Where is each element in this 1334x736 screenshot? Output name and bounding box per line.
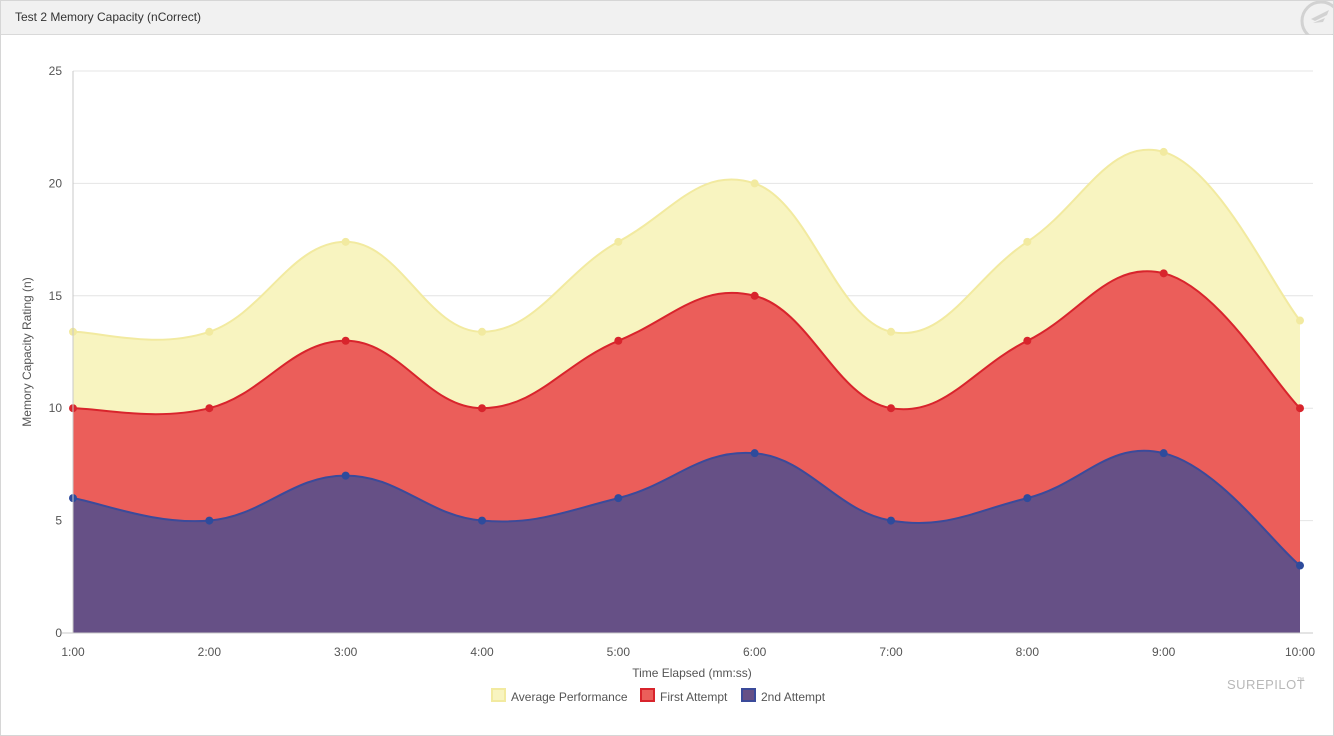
average-performance-point[interactable] bbox=[750, 179, 759, 188]
legend: Average Performance First Attempt 2nd Atte… bbox=[491, 688, 826, 704]
surepilot-plane-icon bbox=[1285, 1, 1333, 35]
legend-label: Average Performance bbox=[511, 690, 628, 704]
first-attempt-point[interactable] bbox=[341, 336, 350, 345]
average-performance-point[interactable] bbox=[1023, 237, 1032, 246]
legend-swatch bbox=[640, 688, 655, 702]
panel-header: Test 2 Memory Capacity (nCorrect) bbox=[1, 1, 1333, 35]
series-areas bbox=[73, 149, 1300, 633]
x-axis-title: Time Elapsed (mm:ss) bbox=[632, 666, 752, 680]
x-tick-label: 5:00 bbox=[607, 645, 631, 659]
2nd-attempt-point[interactable] bbox=[887, 516, 895, 525]
2nd-attempt-point[interactable] bbox=[341, 471, 350, 480]
x-tick-label: 2:00 bbox=[198, 645, 222, 659]
average-performance-line bbox=[72, 148, 1301, 341]
average-performance-point[interactable] bbox=[341, 237, 350, 246]
y-tick-labels: 0 5 10 15 20 25 bbox=[49, 64, 63, 640]
y-axis-title: Memory Capacity Rating (n) bbox=[20, 277, 34, 426]
first-attempt-point[interactable] bbox=[478, 404, 486, 413]
2nd-attempt-line bbox=[72, 449, 1301, 567]
surepilot-brand-text: SUREPILOT bbox=[1227, 677, 1305, 692]
y-tick-label: 20 bbox=[49, 176, 63, 190]
average-performance-point[interactable] bbox=[614, 237, 623, 246]
series-markers bbox=[69, 147, 1304, 570]
2nd-attempt-point[interactable] bbox=[1296, 561, 1304, 570]
legend-item-2nd-attempt[interactable]: 2nd Attempt bbox=[741, 688, 826, 704]
x-tick-label: 1:00 bbox=[61, 645, 85, 659]
average-performance-point[interactable] bbox=[478, 327, 486, 336]
legend-swatch bbox=[491, 688, 506, 702]
x-tick-label: 3:00 bbox=[334, 645, 358, 659]
first-attempt-point[interactable] bbox=[1023, 336, 1032, 345]
surepilot-logo: SUREPILOT ™ bbox=[1227, 677, 1305, 692]
y-tick-label: 0 bbox=[55, 626, 62, 640]
series-lines bbox=[72, 148, 1301, 567]
y-tick-label: 15 bbox=[49, 289, 63, 303]
legend-swatch bbox=[741, 688, 756, 702]
first-attempt-point[interactable] bbox=[1296, 404, 1304, 413]
first-attempt-point[interactable] bbox=[1159, 269, 1168, 278]
2nd-attempt-point[interactable] bbox=[478, 516, 486, 525]
surepilot-tm: ™ bbox=[1297, 677, 1304, 684]
x-tick-label: 10:00 bbox=[1285, 645, 1315, 659]
legend-item-average-performance[interactable]: Average Performance bbox=[491, 688, 628, 704]
y-tick-label: 5 bbox=[55, 514, 62, 528]
panel-title: Test 2 Memory Capacity (nCorrect) bbox=[15, 10, 202, 24]
first-attempt-point[interactable] bbox=[614, 336, 623, 345]
first-attempt-point[interactable] bbox=[750, 291, 759, 300]
2nd-attempt-point[interactable] bbox=[750, 449, 759, 458]
x-tick-label: 8:00 bbox=[1016, 645, 1040, 659]
x-tick-labels: 1:00 2:00 3:00 4:00 5:00 6:00 7:00 8:00 9:00 10:0… bbox=[61, 645, 1315, 659]
average-performance-point[interactable] bbox=[1296, 316, 1304, 325]
2nd-attempt-point[interactable] bbox=[205, 516, 214, 525]
x-tick-label: 7:00 bbox=[879, 645, 903, 659]
y-tick-label: 25 bbox=[49, 64, 63, 78]
average-performance-point[interactable] bbox=[205, 327, 214, 336]
x-tick-label: 9:00 bbox=[1152, 645, 1176, 659]
2nd-attempt-point[interactable] bbox=[1023, 494, 1032, 503]
average-performance-point[interactable] bbox=[887, 327, 895, 336]
x-tick-label: 6:00 bbox=[743, 645, 767, 659]
first-attempt-line bbox=[72, 270, 1301, 416]
legend-label: 2nd Attempt bbox=[761, 690, 826, 704]
2nd-attempt-point[interactable] bbox=[614, 494, 623, 503]
2nd-attempt-area bbox=[73, 450, 1300, 633]
legend-item-first-attempt[interactable]: First Attempt bbox=[640, 688, 728, 704]
x-tick-label: 4:00 bbox=[470, 645, 494, 659]
y-tick-label: 10 bbox=[49, 401, 63, 415]
average-performance-point[interactable] bbox=[1159, 147, 1168, 156]
2nd-attempt-point[interactable] bbox=[1159, 449, 1168, 458]
first-attempt-point[interactable] bbox=[887, 404, 895, 413]
axes bbox=[62, 71, 1313, 634]
first-attempt-point[interactable] bbox=[205, 404, 214, 413]
legend-label: First Attempt bbox=[660, 690, 728, 704]
